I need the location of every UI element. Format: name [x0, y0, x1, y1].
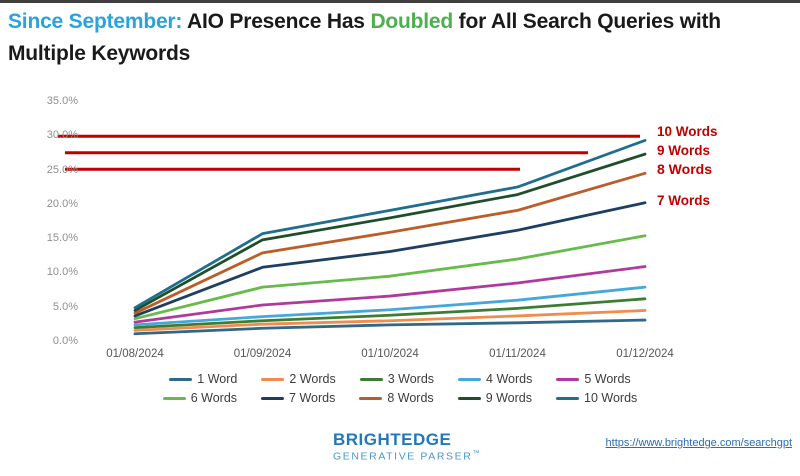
legend-label: 5 Words: [584, 372, 631, 386]
chart-plot-area: [58, 134, 647, 336]
page-title: Since September: AIO Presence Has Double…: [8, 6, 794, 69]
x-tick-label: 01/11/2024: [489, 348, 546, 360]
legend-item-8-words: 8 Words: [359, 391, 434, 405]
legend-label: 8 Words: [387, 391, 434, 405]
searchgpt-link[interactable]: https://www.brightedge.com/searchgpt: [605, 437, 792, 449]
aio-presence-line-chart: 35.0% 30.0% 25.0% 20.0% 15.0% 10.0% 5.0% 0.0% 0…: [20, 90, 790, 380]
series-line-8-words: [133, 171, 647, 315]
legend-item-10-words: 10 Words: [556, 391, 637, 405]
title-text-2: for All Search Queries with Multiple Key…: [8, 10, 721, 65]
brightedge-logo: BRIGHTEDGE GENERATIVE PARSER™: [333, 430, 479, 463]
x-tick-label: 01/10/2024: [361, 348, 419, 360]
series-line-3-words: [133, 297, 647, 330]
legend-swatch: [556, 396, 580, 400]
legend-label: 6 Words: [190, 391, 238, 405]
series-line-2-words: [133, 309, 647, 332]
series-line-1-word: [133, 318, 647, 336]
legend-item-5-words: 5 Words: [556, 372, 631, 386]
brightedge-logo-main: BRIGHTEDGE: [333, 430, 452, 449]
x-tick-label: 01/08/2024: [106, 348, 164, 360]
trademark-symbol: ™: [472, 449, 480, 457]
annotation-label-8-words: 8 Words: [657, 160, 712, 177]
legend-label: 1 Word: [197, 372, 238, 386]
legend-item-2-words: 2 Words: [261, 372, 336, 386]
legend-swatch: [359, 396, 383, 400]
x-tick-label: 01/09/2024: [233, 348, 292, 360]
legend-label: 7 Words: [289, 391, 336, 405]
legend-row: 6 Words 7 Words 8 Words 9 Words 10 Words: [162, 391, 637, 405]
legend-label: 3 Words: [387, 372, 435, 386]
legend-item-7-words: 7 Words: [261, 391, 335, 405]
brightedge-logo-sub: GENERATIVE PARSER™: [333, 450, 479, 463]
legend-label: 4 Words: [486, 372, 533, 386]
top-border-line: [0, 0, 800, 3]
annotation-label-9-words: 9 Words: [657, 142, 711, 158]
legend-swatch: [556, 377, 580, 381]
series-line-5-words: [133, 265, 647, 324]
series-line-7-words: [133, 201, 647, 318]
annotation-label-10-words: 10 Words: [657, 124, 718, 140]
legend-item-6-words: 6 Words: [162, 391, 238, 405]
legend-swatch: [359, 377, 383, 381]
legend-swatch: [169, 377, 193, 381]
annotation-label-7-words: 7 Words: [657, 193, 711, 209]
title-text: AIO Presence Has: [182, 10, 371, 33]
legend-item-1-word: 1 Word: [169, 372, 237, 386]
legend-swatch: [457, 396, 481, 400]
series-line-10-words: [133, 139, 647, 310]
legend-item-9-words: 9 Words: [457, 391, 533, 405]
legend-label: 9 Words: [485, 391, 533, 405]
legend-swatch: [261, 377, 285, 381]
legend-label: 2 Words: [289, 372, 336, 386]
series-line-6-words: [133, 234, 647, 321]
legend-item-4-words: 4 Words: [458, 372, 532, 386]
legend-label: 10 Words: [584, 391, 638, 405]
title-highlight-blue: Since September:: [8, 10, 183, 33]
title-highlight-green: Doubled: [370, 10, 454, 33]
x-tick-label: 01/12/2024: [616, 348, 674, 360]
logo-sub-text: GENERATIVE PARSER: [333, 450, 473, 463]
legend-swatch: [162, 396, 186, 400]
chart-legend: 1 Word 2 Words 3 Words 4 Words 5 Words 6 Word…: [0, 372, 800, 405]
legend-swatch: [261, 396, 285, 400]
legend-row: 1 Word 2 Words 3 Words 4 Words 5 Words: [169, 372, 631, 386]
legend-item-3-words: 3 Words: [359, 372, 435, 386]
legend-swatch: [458, 377, 482, 381]
series-line-9-words: [133, 152, 647, 312]
series-line-4-words: [133, 285, 647, 327]
